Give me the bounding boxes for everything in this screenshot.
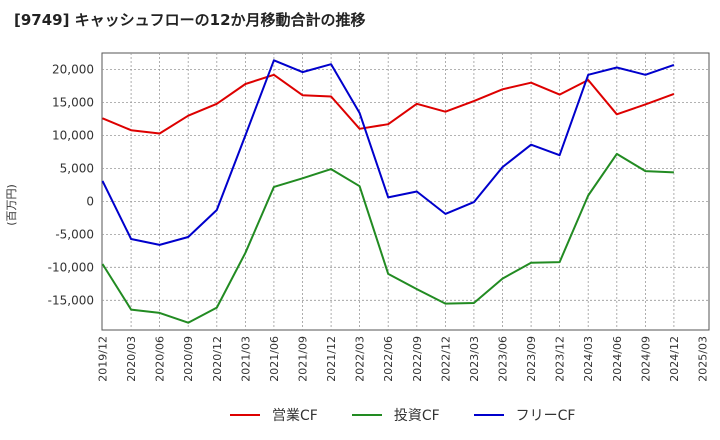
legend-item-operating-cf: 営業CF: [230, 405, 318, 425]
x-tick-labels: 2019/12 2020/03 2020/06 2020/09 2020/12 2021/…: [97, 336, 710, 382]
x-tick-label: 2020/12: [211, 336, 224, 382]
x-tick-label: 2019/12: [97, 336, 110, 382]
plot-area: [101, 52, 710, 331]
series-line-1: [101, 152, 674, 324]
x-tick-label: 2020/03: [125, 336, 138, 382]
legend-swatch-free-cf: [473, 414, 504, 416]
x-tick-label: 2021/12: [325, 336, 338, 382]
x-tick-label: 2020/09: [182, 336, 195, 382]
x-tick-label: 2025/03: [697, 336, 710, 382]
y-tick-label: -10,000: [48, 260, 94, 274]
x-tick-label: 2021/09: [297, 336, 310, 382]
y-tick-label: -5,000: [55, 227, 94, 241]
y-tick-label: 20,000: [52, 62, 94, 76]
x-tick-label: 2021/06: [268, 336, 281, 382]
x-tick-label: 2022/12: [439, 336, 452, 382]
x-tick-label: 2024/06: [611, 336, 624, 382]
legend-item-free-cf: フリーCF: [473, 405, 576, 425]
x-tick-label: 2022/09: [411, 336, 424, 382]
x-tick-label: 2023/09: [525, 336, 538, 382]
x-tick-label: 2020/06: [154, 336, 167, 382]
series-line-0: [102, 73, 675, 135]
series-line-2: [101, 59, 675, 246]
legend-swatch-operating-cf: [230, 414, 260, 416]
x-tick-label: 2024/03: [582, 336, 595, 382]
legend: 営業CF 投資CF フリーCF: [230, 404, 609, 426]
legend-label-investing-cf: 投資CF: [393, 408, 440, 424]
x-tick-label: 2022/06: [382, 336, 395, 382]
y-tick-labels: -15,000 -10,000 -5,000 0 5,000 10,000 15,000 20…: [48, 62, 94, 307]
y-tick-label: 10,000: [52, 128, 94, 142]
y-tick-label: -15,000: [48, 293, 94, 307]
x-tick-label: 2024/09: [639, 336, 652, 382]
x-tick-label: 2023/06: [497, 336, 510, 382]
legend-item-investing-cf: 投資CF: [351, 405, 440, 425]
x-tick-label: 2024/12: [668, 336, 681, 382]
y-tick-label: 5,000: [60, 161, 94, 175]
legend-label-operating-cf: 営業CF: [272, 408, 318, 424]
y-tick-label: 15,000: [52, 95, 94, 109]
x-tick-label: 2023/12: [554, 336, 567, 382]
series-lines: [101, 59, 675, 324]
x-tick-label: 2021/03: [239, 336, 252, 382]
legend-label-free-cf: フリーCF: [515, 408, 576, 424]
legend-swatch-investing-cf: [351, 414, 382, 416]
chart-title: [9749] キャッシュフローの12か月移動合計の推移: [14, 11, 366, 29]
x-tick-label: 2022/03: [354, 336, 367, 382]
x-tick-label: 2023/03: [468, 336, 481, 382]
y-tick-label: 0: [86, 194, 94, 208]
